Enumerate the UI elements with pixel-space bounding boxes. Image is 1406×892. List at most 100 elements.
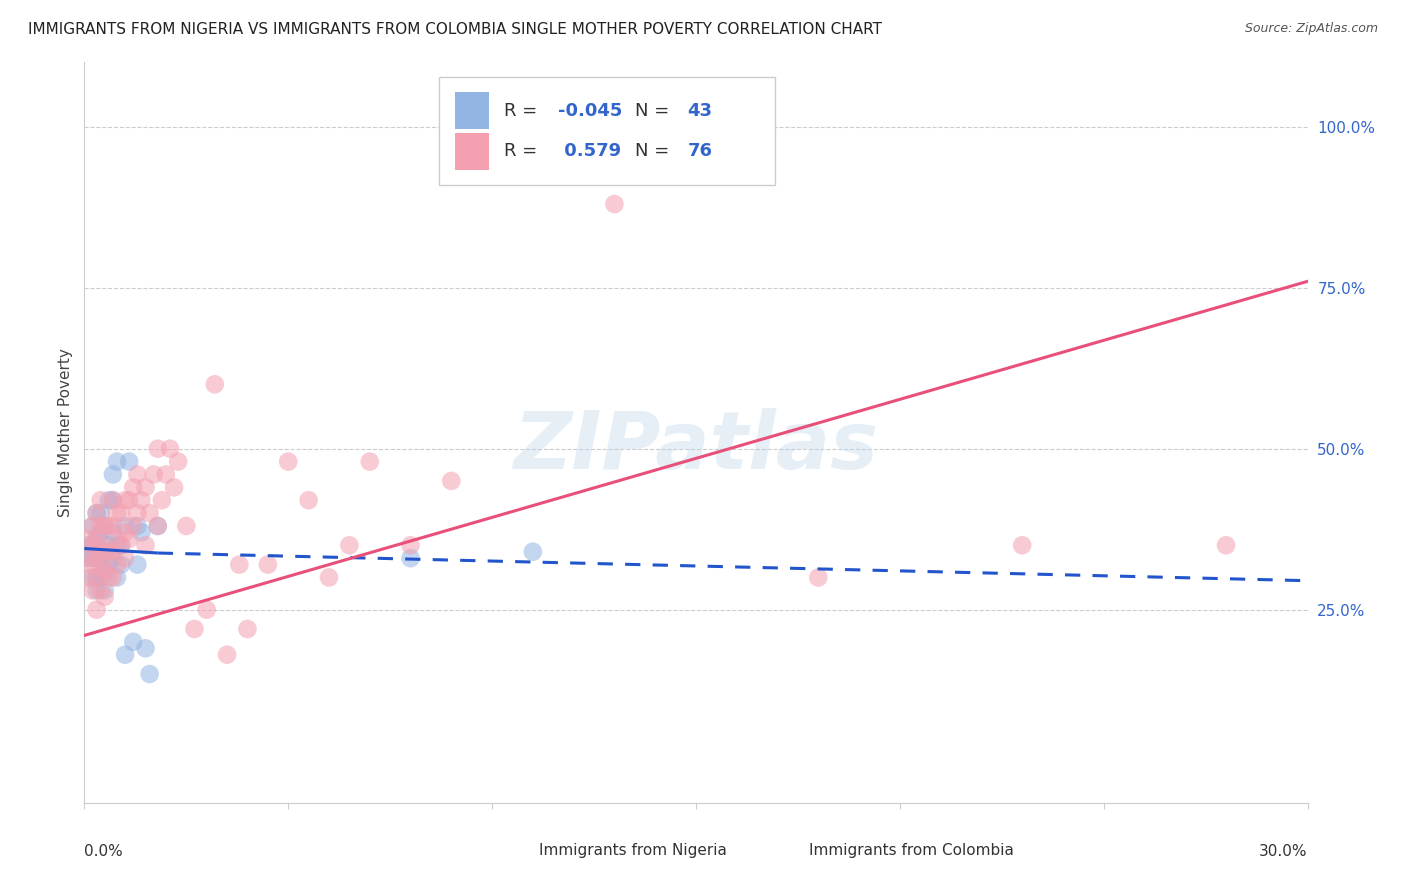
Point bbox=[90, 506, 112, 520]
Text: Source: ZipAtlas.com: Source: ZipAtlas.com bbox=[1244, 22, 1378, 36]
Point bbox=[204, 377, 226, 392]
Point bbox=[101, 467, 124, 482]
Point bbox=[101, 493, 124, 508]
Point bbox=[118, 493, 141, 508]
Point bbox=[127, 506, 149, 520]
Point bbox=[101, 525, 124, 540]
Point bbox=[183, 622, 205, 636]
Point bbox=[122, 480, 145, 494]
Point bbox=[86, 506, 108, 520]
Point bbox=[122, 635, 145, 649]
Point bbox=[127, 519, 149, 533]
FancyBboxPatch shape bbox=[439, 78, 776, 185]
Point bbox=[82, 538, 104, 552]
FancyBboxPatch shape bbox=[769, 840, 796, 862]
Point bbox=[93, 545, 115, 559]
Point bbox=[163, 480, 186, 494]
Point bbox=[77, 532, 100, 546]
Point bbox=[93, 564, 115, 578]
Point bbox=[114, 648, 136, 662]
Point bbox=[101, 570, 124, 584]
Point bbox=[522, 120, 544, 134]
Point bbox=[807, 570, 830, 584]
Point bbox=[86, 583, 108, 598]
Point bbox=[93, 590, 115, 604]
Point bbox=[93, 519, 115, 533]
Point bbox=[440, 474, 463, 488]
Point bbox=[82, 551, 104, 566]
Point bbox=[217, 648, 239, 662]
Point bbox=[77, 551, 100, 566]
Text: 43: 43 bbox=[688, 102, 713, 120]
Point bbox=[77, 551, 100, 566]
Point bbox=[110, 538, 132, 552]
Point bbox=[110, 558, 132, 572]
FancyBboxPatch shape bbox=[456, 92, 489, 129]
Point bbox=[86, 551, 108, 566]
Point bbox=[359, 454, 381, 468]
Text: R =: R = bbox=[503, 102, 543, 120]
Point bbox=[685, 152, 707, 166]
Point bbox=[101, 493, 124, 508]
Point bbox=[105, 538, 128, 552]
Point bbox=[195, 602, 218, 616]
Point bbox=[93, 583, 115, 598]
Point bbox=[318, 570, 340, 584]
Point bbox=[118, 454, 141, 468]
Point bbox=[174, 519, 197, 533]
FancyBboxPatch shape bbox=[456, 133, 489, 169]
Point bbox=[86, 532, 108, 546]
Point bbox=[257, 558, 280, 572]
Point bbox=[93, 545, 115, 559]
Text: Immigrants from Colombia: Immigrants from Colombia bbox=[808, 844, 1014, 858]
Point bbox=[138, 667, 160, 681]
Point bbox=[82, 519, 104, 533]
Point bbox=[146, 442, 169, 456]
Point bbox=[97, 493, 120, 508]
Point bbox=[97, 570, 120, 584]
Point bbox=[122, 519, 145, 533]
Point bbox=[159, 442, 181, 456]
Point bbox=[399, 538, 422, 552]
Text: N =: N = bbox=[636, 102, 675, 120]
Point bbox=[146, 519, 169, 533]
Point bbox=[118, 532, 141, 546]
Point bbox=[298, 493, 321, 508]
Point bbox=[114, 519, 136, 533]
Text: 30.0%: 30.0% bbox=[1260, 844, 1308, 858]
Point bbox=[339, 538, 361, 552]
Text: ZIPatlas: ZIPatlas bbox=[513, 409, 879, 486]
Point bbox=[277, 454, 299, 468]
Text: -0.045: -0.045 bbox=[558, 102, 621, 120]
Point bbox=[105, 570, 128, 584]
Point bbox=[86, 570, 108, 584]
Text: N =: N = bbox=[636, 143, 675, 161]
Point bbox=[82, 519, 104, 533]
Point bbox=[101, 545, 124, 559]
Y-axis label: Single Mother Poverty: Single Mother Poverty bbox=[58, 348, 73, 517]
Point bbox=[150, 493, 173, 508]
Point bbox=[86, 532, 108, 546]
Point bbox=[86, 570, 108, 584]
Point bbox=[142, 467, 165, 482]
Point bbox=[86, 551, 108, 566]
Point bbox=[105, 506, 128, 520]
Point bbox=[481, 120, 503, 134]
Point bbox=[135, 480, 157, 494]
Point bbox=[86, 602, 108, 616]
Point bbox=[228, 558, 250, 572]
Point bbox=[82, 558, 104, 572]
Point bbox=[236, 622, 259, 636]
Point bbox=[90, 525, 112, 540]
Point bbox=[114, 551, 136, 566]
Point bbox=[114, 493, 136, 508]
Point bbox=[90, 519, 112, 533]
Point bbox=[399, 551, 422, 566]
Text: R =: R = bbox=[503, 143, 543, 161]
Point bbox=[114, 525, 136, 540]
Point bbox=[146, 519, 169, 533]
Point bbox=[1215, 538, 1237, 552]
Point bbox=[97, 519, 120, 533]
Point bbox=[135, 538, 157, 552]
Point bbox=[90, 570, 112, 584]
